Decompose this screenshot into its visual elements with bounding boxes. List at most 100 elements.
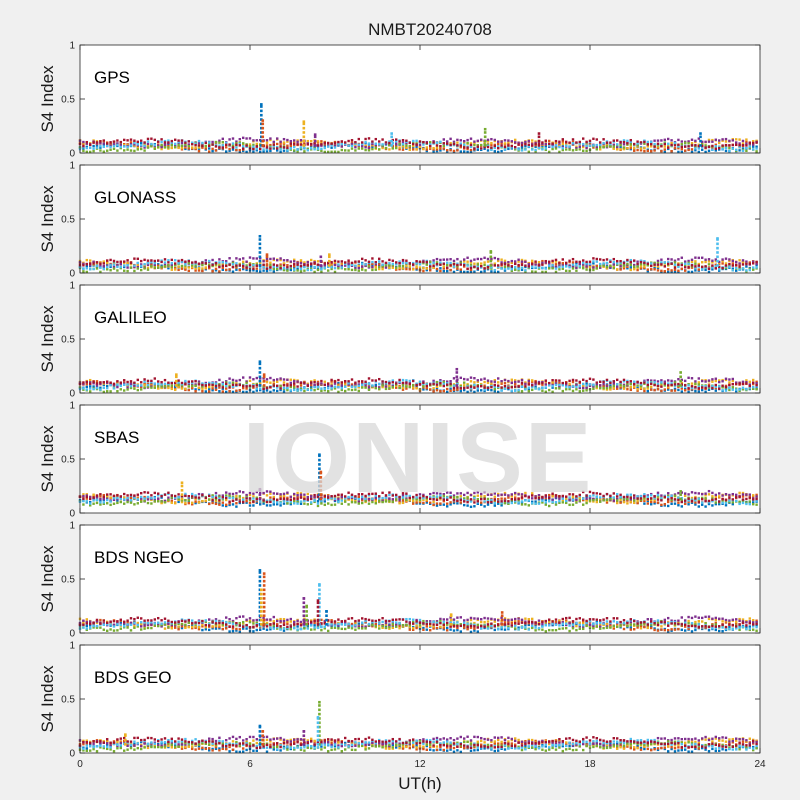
scatter-point [442,382,445,386]
scatter-point [357,495,360,499]
scatter-point [276,258,279,262]
scatter-point [646,143,649,146]
scatter-point [497,265,500,269]
scatter-point [306,384,309,388]
scatter-point [367,384,371,388]
scatter-point [616,259,619,263]
scatter-point [306,147,309,150]
scatter-point [507,145,510,149]
scatter-point [350,388,354,392]
scatter-point [310,139,313,143]
scatter-point [690,377,694,380]
scatter-point [170,381,173,385]
scatter-point [248,266,252,270]
scatter-point [225,150,228,153]
scatter-point [214,387,218,390]
scatter-point [265,148,269,151]
scatter-point [544,267,547,270]
scatter-point [99,388,102,391]
scatter-point [650,143,653,146]
scatter-point [99,149,102,152]
scatter-point [449,143,452,147]
scatter-point [92,262,95,265]
scatter-point [626,388,629,391]
scatter-point [123,149,126,152]
scatter-point [119,388,122,391]
scatter-point [752,385,755,389]
scatter-point [276,147,279,150]
scatter-point [656,266,660,270]
scatter-point [282,141,286,144]
scatter-point [735,388,738,391]
scatter-point [551,265,554,269]
scatter-point [554,382,558,385]
scatter-point [561,258,564,261]
scatter-point [242,136,245,140]
scatter-point [248,256,252,259]
scatter-point [667,382,670,385]
scatter-point [89,501,92,504]
scatter-point [126,139,129,142]
scatter-point [571,140,575,144]
scatter-point [95,261,99,264]
scatter-point [194,261,197,264]
scatter-point [136,257,139,260]
scatter-point [558,145,561,149]
scatter-point [446,266,449,269]
scatter-point [469,380,473,383]
scatter-point [537,388,541,391]
scatter-point [289,147,292,150]
scatter-point [548,260,551,263]
scatter-point [459,495,462,498]
scatter-point [218,261,221,264]
scatter-point [82,387,85,390]
scatter-point [697,147,700,150]
scatter-point [116,380,119,383]
scatter-point [425,387,428,390]
scatter-point [656,259,660,263]
scatter-point [191,381,194,384]
scatter-point [724,377,728,380]
scatter-point [534,387,537,390]
scatter-point [714,267,717,270]
scatter-point [473,270,476,273]
scatter-point [327,141,330,145]
scatter-point [194,383,197,386]
spike-point [258,379,262,383]
spike-point [262,375,266,379]
scatter-point [738,145,741,149]
scatter-point [707,258,711,261]
scatter-point [646,149,649,153]
scatter-point [537,380,541,384]
spike-point [175,379,178,383]
scatter-point [718,268,721,271]
scatter-point [503,382,507,385]
scatter-point [585,265,588,268]
scatter-point [473,498,476,501]
scatter-point [163,141,167,144]
scatter-point [150,386,153,389]
scatter-point [724,140,728,143]
scatter-point [211,387,214,390]
scatter-point [500,263,503,266]
scatter-point [660,389,663,393]
scatter-point [646,499,649,503]
scatter-point [459,376,462,380]
scatter-point [711,140,714,143]
scatter-point [687,266,690,269]
scatter-point [218,141,221,144]
scatter-point [480,257,483,261]
scatter-point [347,382,350,385]
scatter-point [476,380,479,384]
scatter-point [425,148,428,151]
scatter-point [221,266,224,270]
scatter-point [405,261,408,264]
scatter-point [391,266,394,269]
scatter-point [595,257,598,261]
scatter-point [633,147,636,150]
scatter-point [265,257,269,261]
scatter-point [269,257,272,261]
scatter-point [534,263,537,266]
scatter-point [588,384,592,388]
